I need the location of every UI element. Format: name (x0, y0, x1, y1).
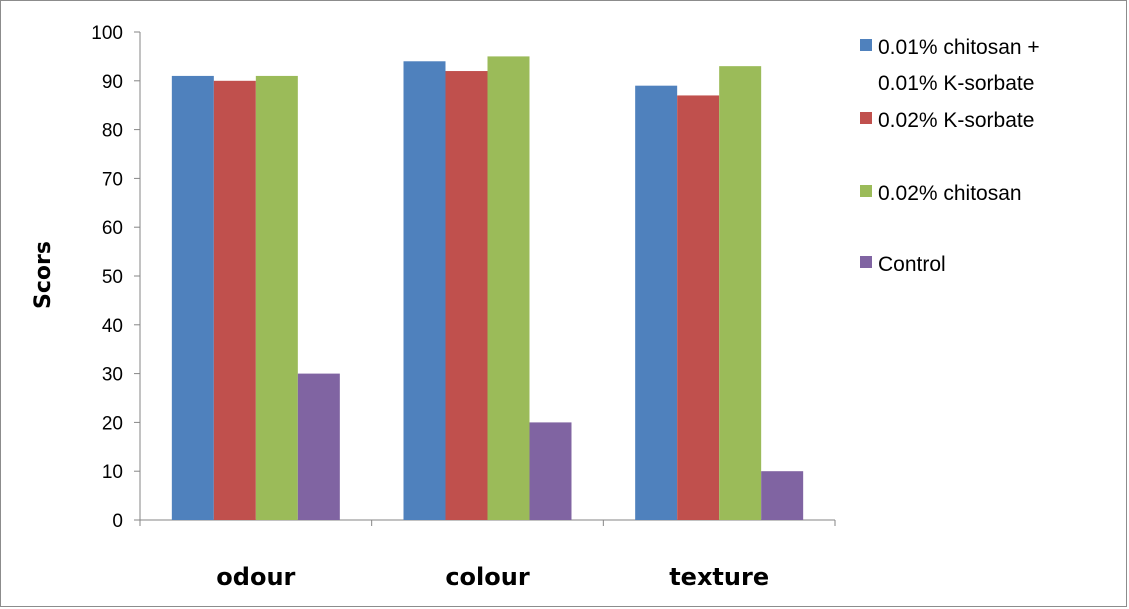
x-category-label: odour (216, 563, 295, 591)
legend-label: 0.01% chitosan + (878, 36, 1040, 59)
legend: 0.01% chitosan + 0.01% K-sorbate 0.02% K-s… (860, 36, 1040, 276)
bar (761, 471, 804, 520)
bar (529, 422, 572, 520)
bar (445, 71, 488, 520)
legend-swatch (860, 256, 872, 268)
y-tick-label: 80 (102, 121, 123, 142)
y-tick-label: 10 (102, 462, 123, 483)
bar (635, 85, 678, 521)
bar (297, 373, 340, 520)
bar (719, 66, 762, 520)
y-tick-label: 0 (112, 511, 123, 532)
bar (677, 95, 720, 520)
legend-swatch (860, 39, 872, 51)
legend-label: 0.02% K-sorbate (878, 109, 1034, 132)
legend-swatch (860, 185, 872, 197)
legend-label: 0.02% chitosan (878, 182, 1022, 205)
y-axis-label: Scors (31, 241, 56, 309)
y-tick-label: 30 (102, 365, 123, 386)
x-category-label: texture (669, 563, 769, 591)
y-tick-label: 20 (102, 413, 123, 434)
y-tick-label: 50 (102, 267, 123, 288)
bar (487, 56, 530, 521)
bar (403, 61, 446, 520)
bar (171, 75, 214, 521)
legend-swatch (860, 112, 872, 124)
y-tick-label: 100 (91, 23, 123, 44)
y-tick-label: 70 (102, 169, 123, 190)
y-tick-label: 60 (102, 218, 123, 239)
legend-label: Control (878, 253, 946, 276)
x-category-label: colour (445, 563, 530, 591)
y-tick-label: 90 (102, 72, 123, 93)
y-tick-label: 40 (102, 316, 123, 337)
y-axis: 0 10 20 30 40 50 60 70 80 90 100 (91, 23, 141, 532)
legend-label: 0.01% K-sorbate (878, 72, 1034, 95)
bar (255, 75, 298, 521)
bars (171, 56, 804, 521)
x-axis: odour colour texture (139, 519, 836, 591)
bar (213, 80, 256, 521)
